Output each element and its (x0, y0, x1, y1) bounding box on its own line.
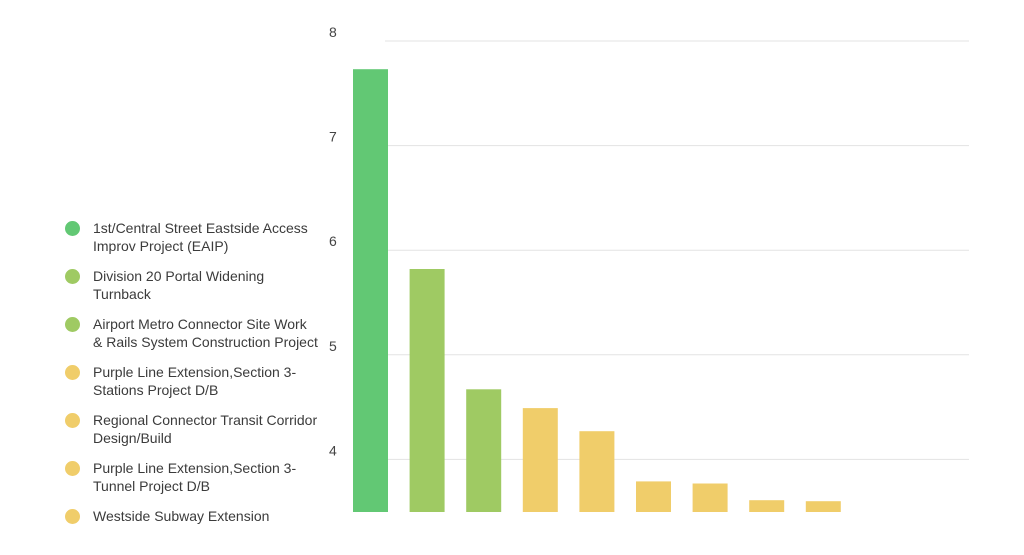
bar[interactable] (692, 483, 728, 513)
bar[interactable] (579, 431, 615, 512)
chart-legend: 1st/Central Street Eastside Access Improv… (64, 219, 334, 555)
y-tick-label: 7 (329, 129, 337, 145)
bar[interactable] (466, 389, 502, 512)
bar[interactable] (409, 269, 445, 512)
legend-swatch-icon (65, 365, 80, 380)
bar[interactable] (749, 500, 785, 512)
legend-swatch-icon (65, 269, 80, 284)
bars (353, 69, 841, 512)
grid-lines (385, 40, 969, 460)
legend-swatch-icon (65, 413, 80, 428)
bar[interactable] (353, 69, 388, 512)
legend-item[interactable]: 1st/Central Street Eastside Access Improv… (64, 219, 334, 267)
y-tick-label: 5 (329, 338, 337, 354)
y-tick-label: 6 (329, 233, 337, 249)
y-tick-label: 4 (329, 442, 337, 458)
bar[interactable] (522, 408, 558, 512)
legend-label-line2: Design/Build (93, 430, 172, 446)
bar[interactable] (805, 501, 841, 512)
bar-chart: 4 5 6 7 8 (329, 24, 969, 512)
legend-label-line1: Regional Connector Transit Corridor (93, 412, 318, 428)
legend-label-line1: 1st/Central Street Eastside Access (93, 220, 308, 236)
legend-swatch-icon (65, 509, 80, 524)
legend-item[interactable]: Purple Line Extension,Section 3- Tunnel P… (64, 459, 334, 507)
legend-label-line2: & Rails System Construction Project (93, 334, 318, 350)
legend-label-line1: Westside Subway Extension (93, 508, 270, 524)
y-tick-label: 8 (329, 24, 337, 40)
legend-label-line1: Airport Metro Connector Site Work (93, 316, 307, 332)
legend-item[interactable]: Division 20 Portal Widening Turnback (64, 267, 334, 315)
legend-item[interactable]: Purple Line Extension,Section 3- Stations… (64, 363, 334, 411)
legend-swatch-icon (65, 317, 80, 332)
legend-label-line1: Division 20 Portal Widening (93, 268, 265, 284)
legend-label-line1: Purple Line Extension,Section 3- (93, 364, 297, 380)
legend-label-line2: Tunnel Project D/B (93, 478, 210, 494)
legend-item[interactable]: Regional Connector Transit Corridor Desig… (64, 411, 334, 459)
legend-label-line2: Improv Project (EAIP) (93, 238, 229, 254)
bar[interactable] (636, 481, 671, 512)
y-axis-ticks: 4 5 6 7 8 (329, 24, 337, 458)
legend-item[interactable]: Westside Subway Extension (64, 507, 334, 555)
legend-item[interactable]: Airport Metro Connector Site Work & Rails… (64, 315, 334, 363)
legend-label-line2: Stations Project D/B (93, 382, 219, 398)
legend-swatch-icon (65, 461, 80, 476)
legend-swatch-icon (65, 221, 80, 236)
legend-label-line1: Purple Line Extension,Section 3- (93, 460, 297, 476)
legend-label-line2: Turnback (93, 286, 151, 302)
